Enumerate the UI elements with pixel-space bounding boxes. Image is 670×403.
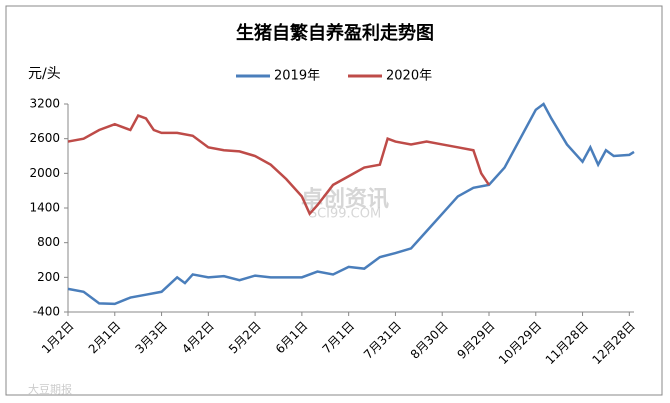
legend-label: 2020年 [386,69,432,84]
series-line [67,102,635,306]
y-tick-label: 800 [37,235,60,249]
legend-label: 2019年 [274,69,320,84]
source-mark: 大豆期报 [28,382,72,396]
chart-title: 生猪自繁自养盈利走势图 [236,22,434,44]
watermark-sub: SCI99.COM [309,207,381,222]
y-tick-label: 2000 [29,166,60,180]
y-tick-label: 1400 [29,201,60,215]
series-line [67,114,491,217]
y-tick-label: 200 [37,270,60,284]
y-tick-label: 2600 [29,131,60,145]
y-tick-label: -400 [33,305,60,319]
y-tick-label: 3200 [29,97,60,111]
chart-frame [5,5,663,396]
y-axis-label: 元/头 [28,66,61,82]
